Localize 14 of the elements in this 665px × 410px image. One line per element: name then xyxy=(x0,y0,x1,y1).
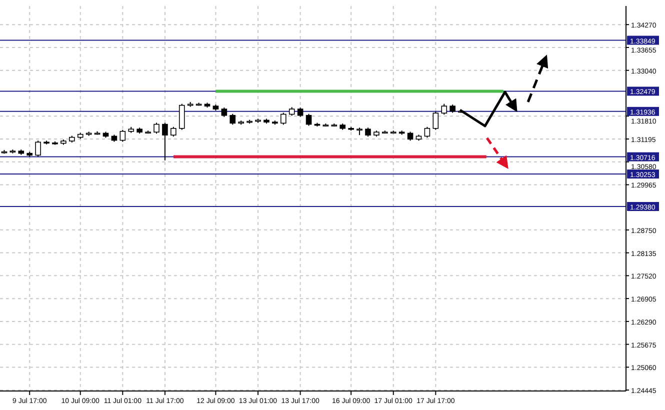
candlestick xyxy=(178,103,185,130)
candlestick xyxy=(230,113,236,126)
candlestick xyxy=(280,112,286,126)
candlestick xyxy=(154,122,160,134)
candlestick xyxy=(441,103,448,116)
candlestick xyxy=(170,126,176,138)
candlestick xyxy=(424,126,430,138)
candlestick xyxy=(35,140,41,158)
candlestick xyxy=(162,122,168,161)
candlestick xyxy=(120,129,126,142)
candlestick xyxy=(297,107,304,118)
candlestick xyxy=(432,111,439,130)
candlestick xyxy=(221,107,228,118)
candlestick xyxy=(306,113,312,126)
